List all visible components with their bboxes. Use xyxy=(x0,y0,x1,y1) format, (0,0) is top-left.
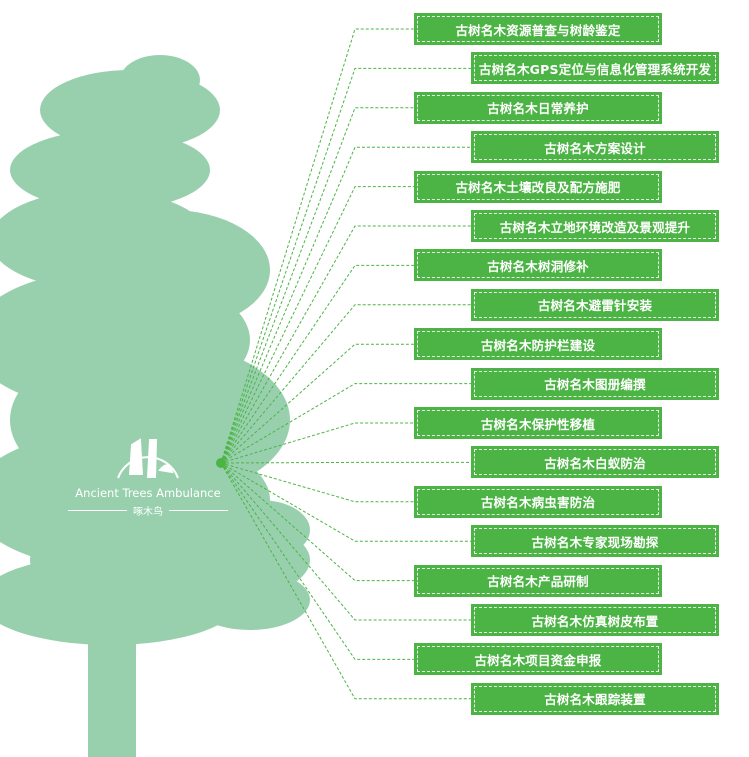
service-label: 古树名木产品研制 xyxy=(417,567,659,594)
logo-name-en: Ancient Trees Ambulance xyxy=(75,486,221,500)
service-item: 古树名木资源普查与树龄鉴定 xyxy=(414,13,662,45)
service-label: 古树名木专家现场勘探 xyxy=(474,528,716,555)
service-label: 古树名木项目资金申报 xyxy=(417,646,659,673)
service-label: 古树名木GPS定位与信息化管理系统开发 xyxy=(474,55,716,82)
service-item: 古树名木仿真树皮布置 xyxy=(471,604,719,636)
logo-name-cn-row: 啄木鸟 xyxy=(68,503,228,518)
service-item: 古树名木立地环境改造及景观提升 xyxy=(471,210,719,242)
connector-line xyxy=(220,462,414,660)
logo-emblem xyxy=(117,438,179,479)
connector-line xyxy=(220,462,471,542)
service-label: 古树名木保护性移植 xyxy=(417,410,659,436)
service-label: 古树名木仿真树皮布置 xyxy=(474,607,716,633)
connector-line xyxy=(220,461,471,464)
service-item: 古树名木病虫害防治 xyxy=(414,485,662,518)
service-label: 古树名木资源普查与树龄鉴定 xyxy=(417,16,659,42)
logo-name-cn: 啄木鸟 xyxy=(133,507,163,518)
service-item: 古树名木保护性移植 xyxy=(414,407,662,439)
service-item: 古树名木方案设计 xyxy=(471,131,719,164)
origin-dot xyxy=(216,458,226,468)
service-item: 古树名木专家现场勘探 xyxy=(471,525,719,558)
connector-line xyxy=(220,422,414,464)
service-item: 古树名木跟踪装置 xyxy=(471,682,719,715)
service-label: 古树名木病虫害防治 xyxy=(417,488,659,515)
service-item: 古树名木产品研制 xyxy=(414,564,662,597)
connector-line xyxy=(220,225,471,464)
service-label: 古树名木立地环境改造及景观提升 xyxy=(474,213,716,239)
service-label: 古树名木日常养护 xyxy=(417,94,659,121)
connector-line xyxy=(220,107,414,464)
service-item: 古树名木避雷针安装 xyxy=(471,288,719,321)
connector-line xyxy=(220,462,471,700)
service-label: 古树名木土壤改良及配方施肥 xyxy=(417,173,659,200)
connector-line xyxy=(220,146,471,464)
service-label: 古树名木树洞修补 xyxy=(417,252,659,279)
connector-line xyxy=(220,28,414,464)
service-label: 古树名木方案设计 xyxy=(474,134,716,161)
connector-line xyxy=(220,462,471,621)
service-item: 古树名木土壤改良及配方施肥 xyxy=(414,170,662,203)
service-label: 古树名木图册编撰 xyxy=(474,370,716,397)
service-item: 古树名木树洞修补 xyxy=(414,249,662,282)
service-label: 古树名木跟踪装置 xyxy=(474,685,716,712)
service-item: 古树名木白蚁防治 xyxy=(471,446,719,479)
service-item: 古树名木防护栏建设 xyxy=(414,328,662,361)
service-item: 古树名木日常养护 xyxy=(414,91,662,124)
connector-line xyxy=(220,304,471,464)
service-label: 古树名木白蚁防治 xyxy=(474,449,716,476)
service-label: 古树名木防护栏建设 xyxy=(417,331,659,358)
divider xyxy=(68,510,127,511)
service-item: 古树名木图册编撰 xyxy=(471,367,719,400)
service-label: 古树名木避雷针安装 xyxy=(474,291,716,318)
service-item: 古树名木GPS定位与信息化管理系统开发 xyxy=(471,52,719,85)
connector-line xyxy=(220,186,414,464)
connector-line xyxy=(220,383,471,464)
divider xyxy=(169,510,228,511)
tree-silhouette xyxy=(0,55,310,757)
connector-line xyxy=(220,462,414,503)
connector-lines xyxy=(220,28,471,700)
connector-line xyxy=(220,67,471,464)
service-item: 古树名木项目资金申报 xyxy=(414,643,662,676)
connector-line xyxy=(220,462,414,582)
